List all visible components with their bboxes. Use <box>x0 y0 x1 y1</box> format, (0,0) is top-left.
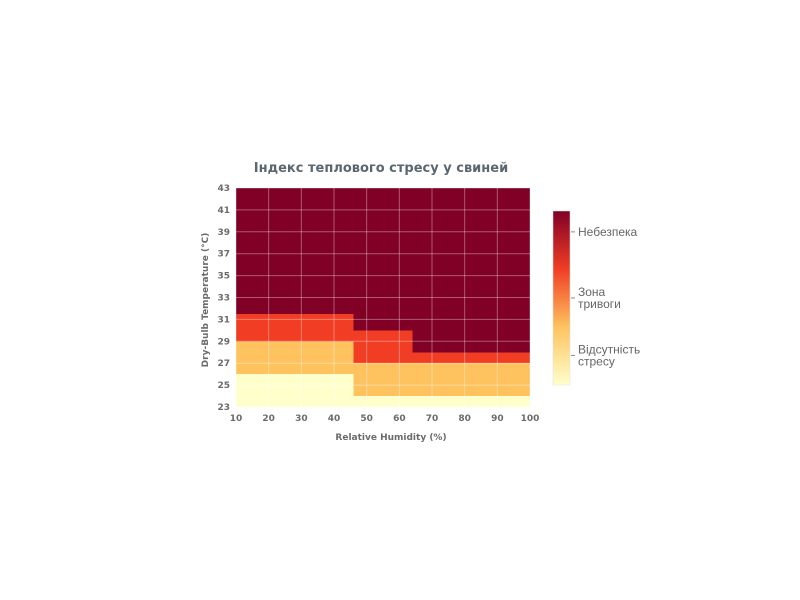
heatmap-zone-danger <box>353 188 413 331</box>
x-tick-label: 70 <box>426 414 439 424</box>
colorbar-label: тривоги <box>578 297 621 311</box>
y-tick-label: 39 <box>217 228 230 238</box>
y-tick-label: 31 <box>217 315 230 325</box>
x-tick-label: 10 <box>230 414 243 424</box>
y-tick-label: 29 <box>217 337 230 347</box>
heatmap-zone-alarm <box>412 352 530 364</box>
colorbar-label: Відсутність <box>578 342 640 356</box>
x-tick-label: 40 <box>328 414 341 424</box>
x-axis-label: Relative Humidity (%) <box>335 433 446 443</box>
y-tick-label: 37 <box>217 250 230 260</box>
y-axis-label: Dry-Bulb Temperature (°C) <box>201 233 211 368</box>
y-tick-label: 41 <box>217 206 230 216</box>
y-tick-label: 23 <box>217 403 230 413</box>
colorbar-label: Зона <box>578 285 606 299</box>
heatmap-zone-danger <box>412 188 530 353</box>
gridlines <box>235 187 531 408</box>
x-tick-label: 20 <box>262 414 275 424</box>
heatmap-zones <box>236 188 530 407</box>
y-tick-label: 43 <box>217 184 230 194</box>
x-tick-label: 100 <box>521 414 540 424</box>
heatmap-zone-no_stress <box>236 374 354 407</box>
x-tick-label: 50 <box>360 414 373 424</box>
chart-title: Індекс теплового стресу у свиней <box>254 161 508 176</box>
x-axis-ticks: 10 20 30 40 50 60 70 80 90 100 <box>230 414 540 424</box>
colorbar-label: стресу <box>578 354 615 368</box>
y-tick-label: 27 <box>217 359 230 369</box>
y-tick-label: 35 <box>217 272 230 282</box>
colorbar-label: Небезпека <box>578 225 638 239</box>
heatmap-zone-mild <box>236 341 354 375</box>
heatmap-zone-danger <box>236 188 354 314</box>
y-tick-label: 25 <box>217 381 230 391</box>
x-tick-label: 60 <box>393 414 406 424</box>
y-axis-ticks: 23 25 27 29 31 33 35 37 39 41 43 <box>217 184 230 413</box>
x-tick-label: 30 <box>295 414 308 424</box>
heatmap-zone-alarm <box>353 330 413 364</box>
colorbar <box>552 210 571 386</box>
heatmap-zone-mild <box>353 363 530 397</box>
y-tick-label: 33 <box>217 294 230 304</box>
heatmap-zone-alarm <box>236 313 354 342</box>
x-tick-label: 80 <box>458 414 471 424</box>
heatmap-zone-no_stress <box>353 396 530 407</box>
x-tick-label: 90 <box>491 414 504 424</box>
